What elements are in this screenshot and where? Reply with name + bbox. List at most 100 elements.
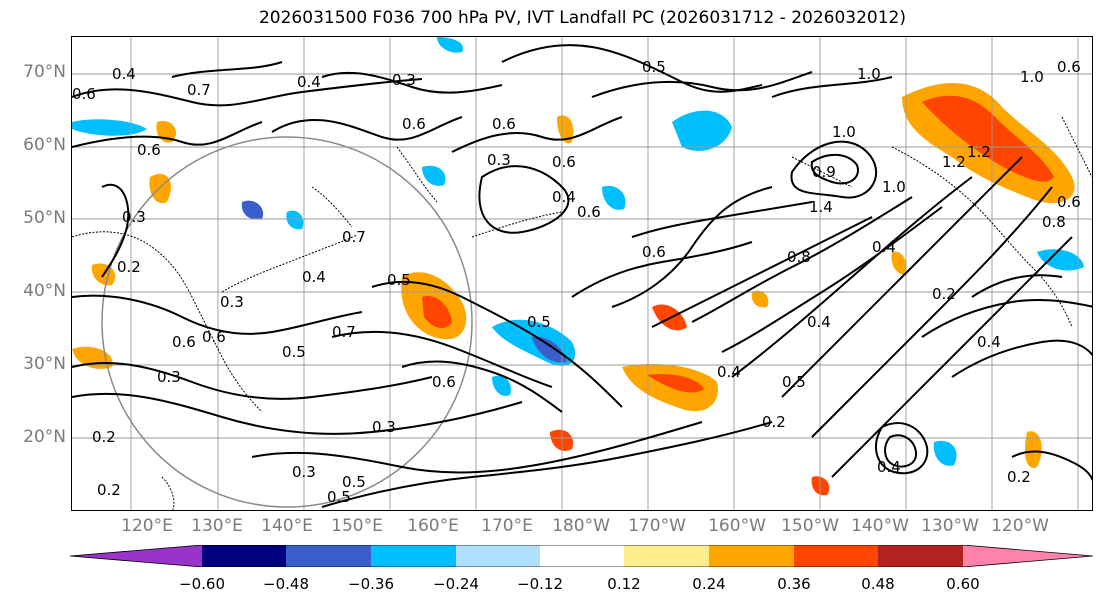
contour-label: 0.6 [402, 115, 426, 133]
contour-label: 0.2 [92, 428, 116, 446]
colorbar-tick-label: −0.48 [263, 575, 309, 593]
pv-anomaly-positive [751, 290, 769, 308]
region-circle [101, 136, 473, 508]
pv-anomaly-negative [602, 185, 626, 210]
lon-label: 170°E [481, 516, 533, 536]
pv-anomaly-negative [492, 375, 511, 396]
colorbar-segment [286, 545, 371, 567]
contour-label: 0.4 [297, 73, 321, 91]
colorbar-tick-label: −0.60 [179, 575, 225, 593]
lat-label: 30°N [23, 354, 66, 374]
contour-label: 1.2 [942, 153, 966, 171]
contour-label: 0.6 [492, 115, 516, 133]
lon-label: 170°W [628, 516, 686, 536]
contour-label: 0.2 [932, 285, 956, 303]
lon-label: 160°E [407, 516, 459, 536]
contour-label: 0.3 [292, 463, 316, 481]
contour-label: 0.5 [642, 58, 666, 76]
contour-label: 0.8 [1042, 213, 1066, 231]
contour-label: 0.6 [172, 333, 196, 351]
colorbar-tick-label: 0.60 [946, 575, 980, 593]
colorbar-tick-label: 0.48 [861, 575, 895, 593]
pv-anomaly-negative [286, 210, 304, 230]
lon-label: 180°W [552, 516, 610, 536]
lat-label: 70°N [23, 62, 66, 82]
pv-anomaly-positive [149, 173, 171, 204]
pv-anomaly-negative-core [532, 336, 567, 363]
coastlines [72, 116, 1092, 510]
contour-label: 0.5 [342, 473, 366, 491]
lon-label: 120°E [121, 516, 173, 536]
colorbar-segment [371, 545, 456, 567]
lat-label: 20°N [23, 427, 66, 447]
colorbar-tick-label: 0.24 [692, 575, 726, 593]
colorbar-segment [709, 545, 794, 567]
pv-anomaly-positive-core [922, 95, 1054, 182]
contour-label: 1.0 [1020, 68, 1044, 86]
colorbar-tick-label: 0.36 [777, 575, 811, 593]
pv-anomaly-negative [422, 165, 446, 186]
pv-anomaly-positive [550, 429, 574, 452]
colorbar-segment [624, 545, 709, 567]
contour-label: 0.6 [552, 153, 576, 171]
pv-anomaly-positive [811, 476, 830, 496]
contour-label: 0.5 [387, 271, 411, 289]
contour-label: 0.6 [1057, 58, 1081, 76]
contour-label: 0.5 [527, 313, 551, 331]
pv-anomaly-positive-core [422, 296, 452, 329]
pv-anomaly-negative [241, 200, 264, 220]
contour-labels: 0.4 0.6 0.7 0.3 0.4 0.3 0.6 0.6 0.5 0.6 … [72, 58, 1081, 506]
contour-label: 0.5 [782, 373, 806, 391]
contour-label: 0.2 [1007, 468, 1031, 486]
contour-label: 0.7 [342, 228, 366, 246]
lat-label: 50°N [23, 208, 66, 228]
colorbar-extend-low [70, 545, 202, 567]
colorbar-segment [202, 545, 286, 567]
contour-label: 0.5 [282, 343, 306, 361]
contour-label: 0.9 [812, 163, 836, 181]
colorbar-extend-high [963, 545, 1093, 567]
contour-label: 0.4 [302, 268, 326, 286]
pv-anomaly-positive-core [647, 374, 704, 393]
pv-anomaly-negative [933, 440, 957, 466]
map-panel: 0.4 0.6 0.7 0.3 0.4 0.3 0.6 0.6 0.5 0.6 … [71, 36, 1093, 511]
contour-label: 1.4 [809, 198, 833, 216]
contour-label: 0.2 [97, 481, 121, 499]
contour-label: 0.6 [432, 373, 456, 391]
map-plot: 0.4 0.6 0.7 0.3 0.4 0.3 0.6 0.6 0.5 0.6 … [72, 37, 1092, 510]
contour-label: 0.4 [977, 333, 1001, 351]
pv-anomaly-negative [672, 110, 732, 151]
contour-label: 1.0 [857, 65, 881, 83]
contour-label: 0.3 [392, 71, 416, 89]
pv-contours [72, 44, 1092, 508]
lon-label: 130°E [191, 516, 243, 536]
contour-label: 0.6 [1057, 193, 1081, 211]
contour-label: 0.2 [762, 413, 786, 431]
contour-label: 0.6 [577, 203, 601, 221]
contour-label: 0.6 [137, 141, 161, 159]
pv-anomaly-positive [557, 115, 574, 144]
contour-label: 0.4 [552, 188, 576, 206]
colorbar-tick-label: 0.12 [607, 575, 641, 593]
pv-anomaly-positive [1025, 431, 1042, 468]
contour-label: 0.6 [202, 328, 226, 346]
colorbar-segment [456, 545, 540, 567]
pv-anomaly-negative [1037, 249, 1084, 271]
contour-label: 0.5 [327, 488, 351, 506]
lon-label: 130°W [921, 516, 979, 536]
contour-label: 0.7 [332, 323, 356, 341]
pv-anomaly-positive [891, 251, 907, 275]
colorbar-tick-label: −0.36 [348, 575, 394, 593]
contour-label: 1.0 [882, 178, 906, 196]
contour-label: 1.2 [967, 143, 991, 161]
lon-label: 140°W [851, 516, 909, 536]
contour-label: 0.6 [72, 85, 96, 103]
lat-lon-grid [72, 37, 1092, 510]
colorbar-tick-label: −0.12 [517, 575, 563, 593]
colorbar [70, 545, 1094, 567]
lon-label: 140°E [261, 516, 313, 536]
pv-anomaly-positive [622, 363, 718, 412]
contour-label: 0.4 [807, 313, 831, 331]
contour-label: 1.0 [832, 123, 856, 141]
lon-label: 160°W [708, 516, 766, 536]
